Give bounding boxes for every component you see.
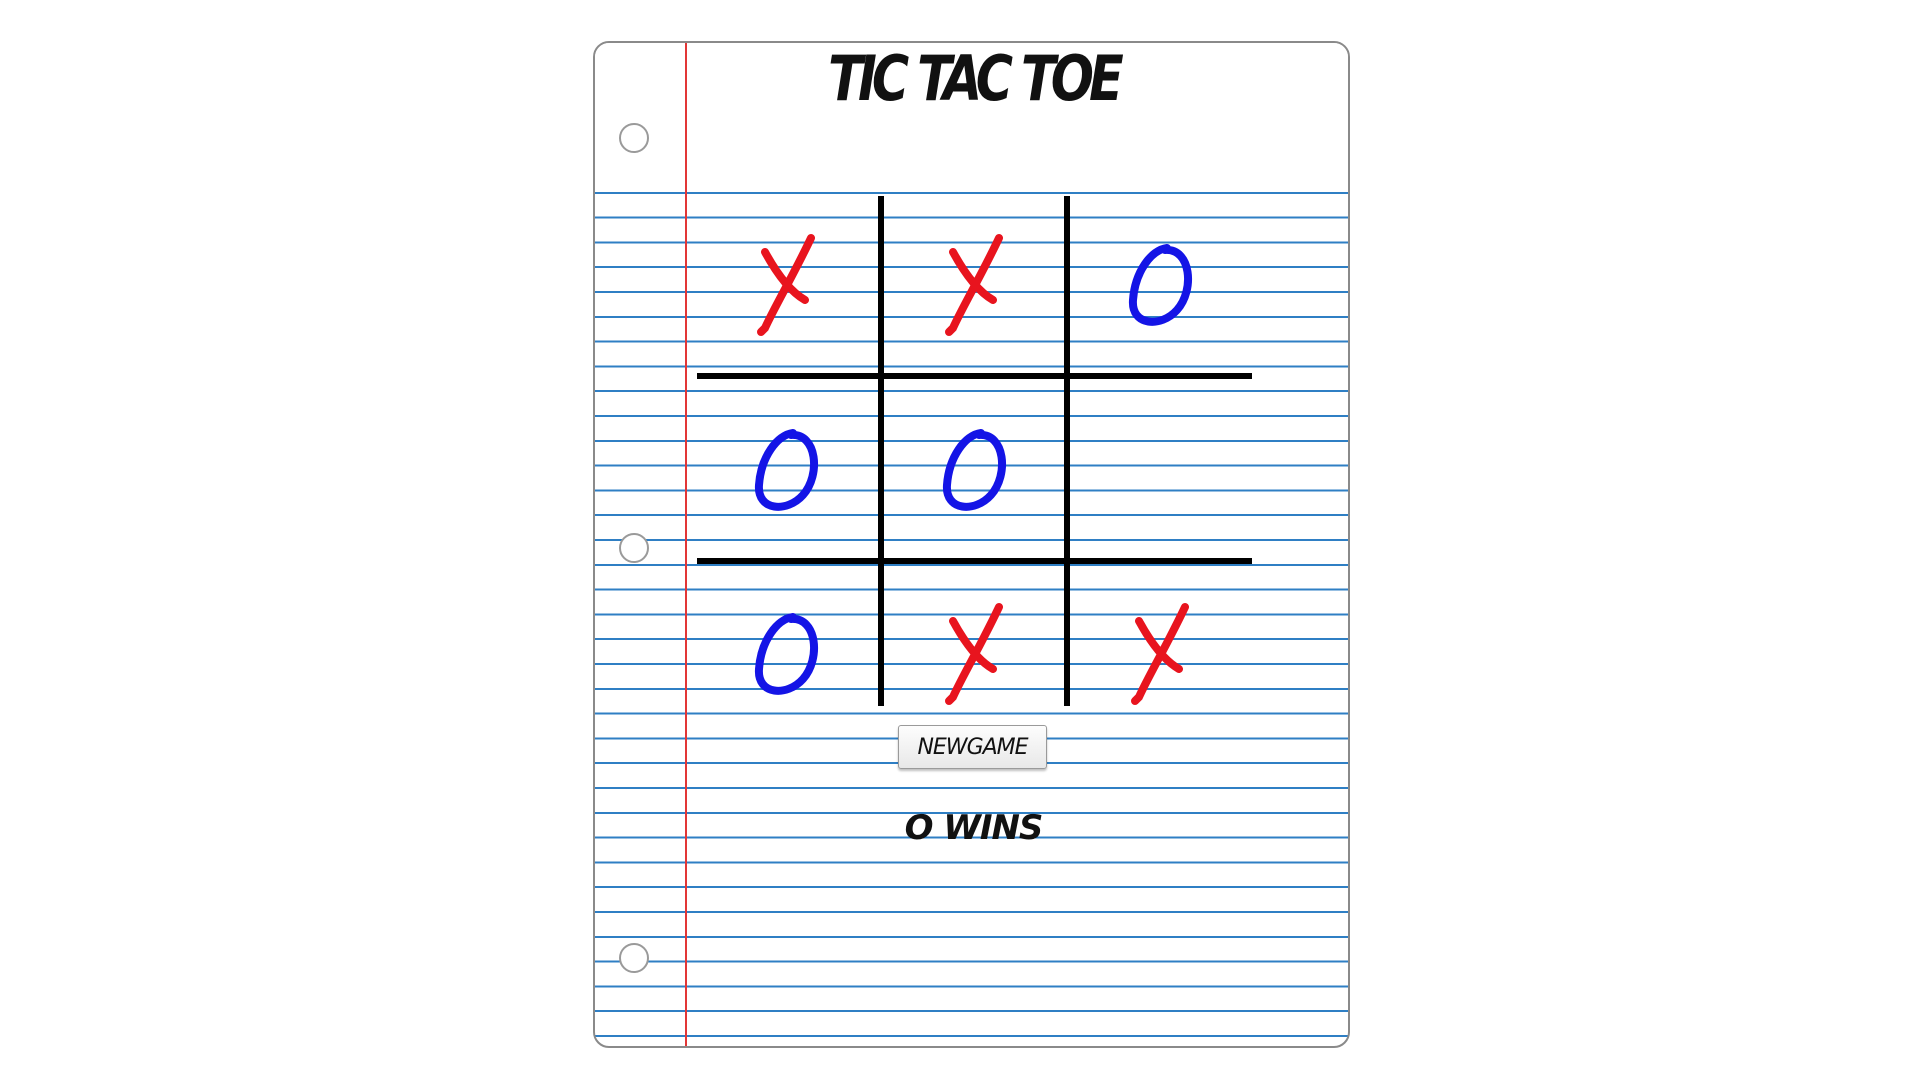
- board-cell-r3-c3[interactable]: [1071, 565, 1251, 745]
- page-title: TIC TAC TOE: [828, 42, 1124, 115]
- binder-hole-middle: [619, 533, 649, 563]
- x-mark-icon: [945, 234, 1003, 336]
- board-cell-r2-c3[interactable]: [1071, 381, 1251, 561]
- o-mark-icon: [943, 429, 1007, 511]
- board-cell-r1-c2[interactable]: [885, 196, 1065, 376]
- o-mark-icon: [1129, 244, 1193, 326]
- board-cell-r1-c1[interactable]: [697, 196, 877, 376]
- x-mark-icon: [1131, 603, 1189, 705]
- margin-line: [685, 43, 687, 1046]
- board-cell-r2-c2[interactable]: [885, 381, 1065, 561]
- binder-hole-bottom: [619, 943, 649, 973]
- o-mark-icon: [755, 429, 819, 511]
- o-mark-icon: [755, 613, 819, 695]
- x-mark-icon: [945, 603, 1003, 705]
- new-game-button[interactable]: NEWGAME: [898, 725, 1047, 769]
- board-grid: [697, 196, 1252, 706]
- binder-hole-top: [619, 123, 649, 153]
- board-cell-r2-c1[interactable]: [697, 381, 877, 561]
- board-cell-r3-c1[interactable]: [697, 565, 877, 745]
- x-mark-icon: [757, 234, 815, 336]
- game-board: [697, 151, 1257, 706]
- game-status: O WINS: [904, 808, 1044, 848]
- board-cell-r1-c3[interactable]: [1071, 196, 1251, 376]
- notebook-paper: TIC TAC TOE NEWGAME O WINS: [593, 41, 1350, 1048]
- board-cell-r3-c2[interactable]: [885, 565, 1065, 745]
- empty-cell: [1071, 381, 1251, 561]
